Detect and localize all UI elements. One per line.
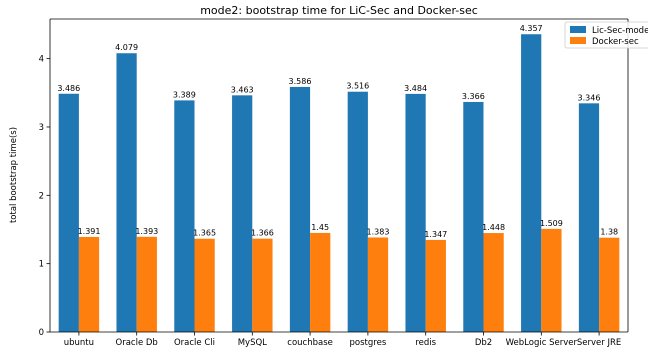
- data-label-dockersec-1: 1.393: [135, 227, 158, 236]
- legend-swatch-1: [570, 37, 586, 44]
- data-label-dockersec-2: 1.365: [193, 229, 216, 238]
- x-tick-label-9: Server JRE: [577, 338, 621, 348]
- legend: Lic-Sec-mode2Docker-sec: [564, 21, 648, 49]
- data-label-dockersec-5: 1.383: [367, 227, 390, 236]
- bar-dockersec-5: [367, 237, 389, 332]
- data-label-dockersec-4: 1.45: [311, 223, 329, 232]
- bar-dockersec-2: [194, 238, 215, 332]
- data-label-licsec-0: 3.486: [57, 84, 80, 93]
- bar-licsec-0: [58, 93, 79, 332]
- bar-licsec-2: [174, 100, 195, 332]
- bar-licsec-4: [289, 86, 311, 333]
- x-tick-label-3: MySQL: [238, 338, 267, 348]
- x-tick-label-8: WebLogic Server: [506, 338, 578, 348]
- chart-title: mode2: bootstrap time for LiC-Sec and Do…: [200, 4, 478, 17]
- data-label-dockersec-9: 1.38: [600, 228, 618, 237]
- bar-dockersec-8: [541, 228, 562, 332]
- bar-licsec-8: [521, 34, 542, 333]
- data-label-dockersec-3: 1.366: [251, 229, 274, 238]
- y-tick-label-3: 3: [39, 123, 44, 133]
- data-label-dockersec-6: 1.347: [424, 230, 447, 239]
- bar-dockersec-9: [599, 237, 620, 332]
- data-label-licsec-4: 3.586: [289, 77, 312, 86]
- legend-label-0: Lic-Sec-mode2: [592, 26, 648, 36]
- bars-layer: [58, 34, 620, 333]
- bar-licsec-7: [463, 101, 484, 332]
- data-label-licsec-6: 3.484: [404, 84, 427, 93]
- axes-layer: 0 1 2 3 4 ubuntu Oracle Db Oracle Cli MySQL couch…: [39, 18, 629, 348]
- bar-dockersec-0: [78, 236, 100, 332]
- y-tick-label-1: 1: [39, 260, 44, 270]
- x-tick-label-7: Db2: [475, 338, 492, 348]
- data-label-licsec-7: 3.366: [462, 92, 485, 101]
- bar-dockersec-1: [136, 236, 157, 332]
- bar-dockersec-7: [483, 233, 504, 332]
- data-label-licsec-8: 4.357: [520, 24, 543, 33]
- y-axis-label: total bootstrap time(s): [9, 127, 19, 223]
- bar-licsec-1: [116, 53, 137, 333]
- x-tick-label-4: couchbase: [287, 338, 333, 348]
- y-tick-label-2: 2: [39, 191, 44, 201]
- bar-dockersec-6: [425, 239, 446, 332]
- y-tick-label-4: 4: [39, 55, 44, 65]
- x-tick-label-2: Oracle Cli: [174, 338, 215, 348]
- data-label-licsec-5: 3.516: [346, 82, 369, 91]
- legend-label-1: Docker-sec: [592, 37, 639, 47]
- bar-licsec-3: [232, 95, 253, 332]
- legend-swatch-0: [570, 26, 586, 33]
- data-label-licsec-9: 3.346: [578, 93, 601, 102]
- x-tick-label-1: Oracle Db: [116, 338, 158, 348]
- x-tick-label-5: postgres: [350, 338, 387, 348]
- bar-dockersec-3: [252, 238, 273, 332]
- bar-licsec-6: [405, 93, 426, 333]
- data-label-licsec-1: 4.079: [115, 43, 138, 52]
- data-label-dockersec-0: 1.391: [78, 227, 101, 236]
- bar-dockersec-4: [310, 232, 331, 332]
- data-labels-layer: 3.486 1.391 4.079 1.393 3.389 1.365 3.463 1.366…: [57, 24, 618, 239]
- bar-licsec-5: [347, 91, 368, 333]
- data-label-licsec-2: 3.389: [173, 90, 196, 99]
- data-label-licsec-3: 3.463: [231, 85, 254, 94]
- data-label-dockersec-8: 1.509: [540, 219, 563, 228]
- data-label-dockersec-7: 1.448: [482, 223, 505, 232]
- y-tick-label-0: 0: [39, 328, 44, 338]
- bar-licsec-9: [578, 103, 600, 332]
- x-tick-label-6: redis: [415, 338, 436, 348]
- x-tick-label-0: ubuntu: [64, 338, 94, 348]
